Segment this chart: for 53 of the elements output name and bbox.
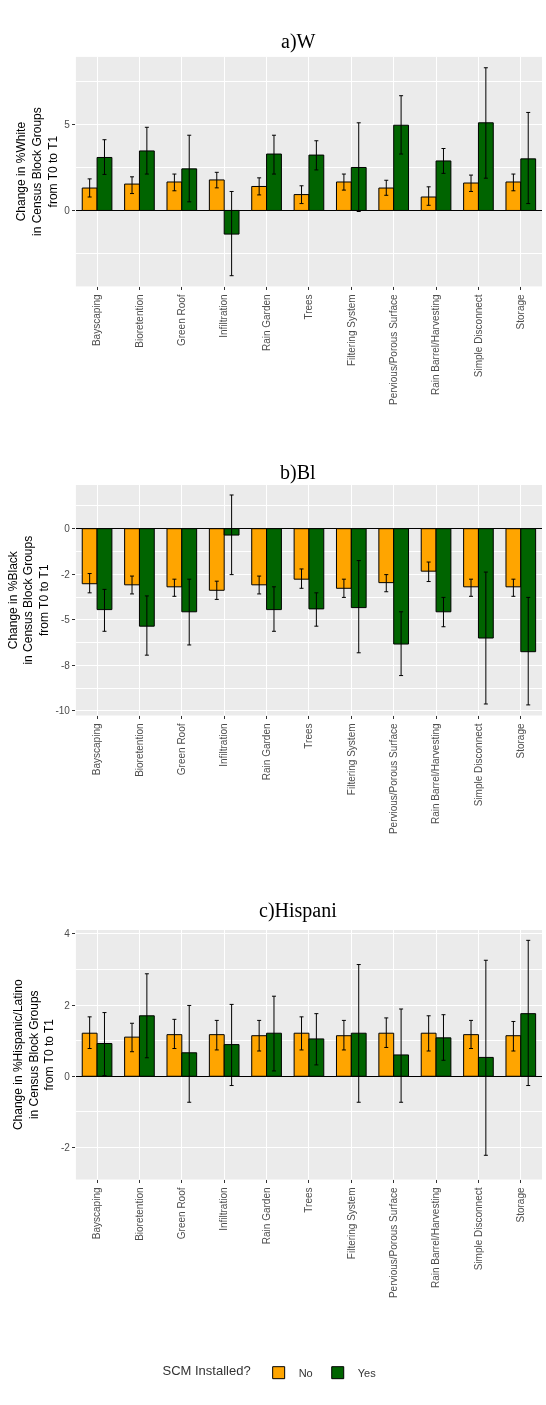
y-tick-label: -2 [60,1141,71,1153]
x-tick-label: Rain Garden [260,723,272,781]
legend-label: Yes [357,1366,377,1379]
x-tick-label: Storage [515,1187,527,1223]
y-tick-label: 4 [64,928,71,940]
y-tick-label: -2 [60,568,71,580]
legend-title: SCM Installed? [162,1363,251,1379]
x-tick-label: Pervious/Porous Surface [387,1187,399,1299]
chart-title: c)Hispani [259,899,338,922]
x-tick-label: Infiltration [218,723,230,767]
x-tick-label: Bayscaping [91,723,103,776]
x-tick-label: Bayscaping [91,294,103,347]
x-tick-label: Simple Disconnect [472,294,484,378]
x-tick-label: Filtering System [345,1187,357,1260]
y-axis-title: Change in %Black in Census Block Groups from T0 to T1 [5,535,51,665]
y-tick-label: -5 [60,614,71,626]
x-tick-label: Rain Garden [260,294,272,352]
x-tick-label: Storage [515,293,527,330]
y-tick-label: -10 [55,705,71,717]
x-tick-label: Simple Disconnect [472,723,484,807]
x-tick-label: Infiltration [218,1187,230,1231]
x-tick-label: Bioretention [133,294,145,348]
y-tick-label: 5 [64,118,71,130]
x-tick-label: Rain Garden [260,1187,272,1245]
y-axis-title: Change in %White in Census Block Groups from T0 to T1 [14,107,60,236]
x-tick-label: Filtering System [345,723,357,796]
x-tick-label: Filtering System [345,294,357,367]
x-tick-label: Bayscaping [91,1187,103,1240]
x-tick-label: Green Roof [176,1187,188,1240]
x-tick-label: Pervious/Porous Surface [387,723,399,835]
chart-title: b)Bl [280,461,316,484]
y-tick-label: -8 [60,659,71,671]
x-tick-label: Rain Barrel/Harvesting [430,723,442,825]
x-tick-label: Rain Barrel/Harvesting [430,1187,442,1289]
y-axis-title: Change in %Hispanic/Latino in Census Block Groups from T0 to T1 [11,979,57,1131]
x-tick-label: Rain Barrel/Harvesting [430,294,442,395]
x-tick-label: Simple Disconnect [472,1187,484,1271]
x-tick-label: Trees [303,1187,315,1213]
y-tick-label: 0 [64,204,71,216]
y-tick-label: 2 [64,999,71,1011]
x-tick-label: Green Roof [176,294,188,347]
x-tick-label: Storage [515,723,527,759]
x-tick-label: Pervious/Porous Surface [387,293,399,406]
x-tick-label: Trees [303,294,315,320]
x-tick-label: Bioretention [133,1187,145,1241]
chart-title: a)W [281,30,316,53]
x-tick-label: Bioretention [133,723,145,777]
x-tick-label: Trees [303,723,315,749]
x-tick-label: Infiltration [218,294,230,338]
y-tick-label: 0 [64,1070,71,1082]
x-tick-label: Green Roof [176,723,188,776]
y-tick-label: 0 [64,523,71,535]
legend-label: No [298,1366,313,1379]
